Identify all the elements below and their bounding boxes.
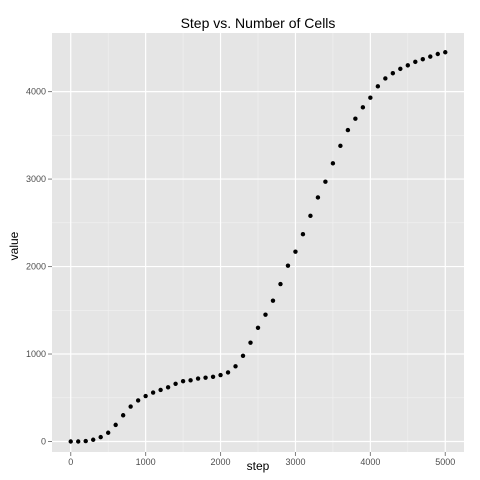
- y-tick-label: 3000: [26, 174, 46, 184]
- data-point: [413, 59, 418, 65]
- grid-lines: [52, 33, 464, 452]
- data-point: [435, 51, 440, 57]
- data-point: [180, 378, 186, 384]
- data-point: [428, 54, 433, 59]
- data-point: [308, 213, 313, 219]
- data-point: [338, 143, 343, 149]
- chart-title: Step vs. Number of Cells: [181, 15, 336, 31]
- y-axis-title: value: [7, 231, 21, 260]
- data-point: [195, 376, 201, 381]
- data-point: [83, 438, 88, 444]
- x-tick-label: 3000: [285, 457, 305, 467]
- data-point: [68, 439, 73, 444]
- data-point: [345, 127, 351, 133]
- data-point: [368, 95, 373, 100]
- data-point: [263, 312, 268, 317]
- data-point: [210, 374, 216, 379]
- data-point: [150, 390, 156, 395]
- y-tick-label: 0: [41, 437, 46, 447]
- data-point: [330, 161, 336, 166]
- data-point: [91, 437, 96, 442]
- y-axis: 0 1000 2000 3000 4000: [26, 87, 52, 447]
- data-point: [188, 378, 193, 383]
- y-tick-label: 2000: [26, 262, 46, 272]
- data-point: [158, 387, 163, 393]
- data-point: [143, 393, 148, 399]
- data-point: [300, 231, 306, 237]
- data-point: [248, 340, 253, 345]
- x-tick-label: 0: [68, 457, 73, 467]
- data-point: [98, 434, 103, 440]
- data-point: [383, 76, 388, 81]
- data-point: [390, 71, 396, 76]
- data-point: [113, 422, 118, 428]
- data-point: [323, 179, 328, 184]
- data-point: [128, 404, 133, 409]
- x-tick-label: 4000: [360, 457, 380, 467]
- data-point: [278, 281, 283, 287]
- data-point: [315, 195, 321, 200]
- data-point: [120, 413, 126, 418]
- data-point: [353, 116, 358, 121]
- data-point: [225, 370, 231, 375]
- data-point: [293, 249, 298, 254]
- data-point: [218, 372, 223, 378]
- x-axis-title: step: [247, 459, 270, 473]
- y-tick-label: 1000: [26, 349, 46, 359]
- data-point: [173, 381, 178, 386]
- data-point: [255, 325, 261, 330]
- x-tick-label: 2000: [211, 457, 231, 467]
- data-point: [405, 63, 411, 68]
- x-tick-label: 5000: [435, 457, 455, 467]
- data-point: [240, 353, 246, 358]
- data-point: [135, 398, 141, 403]
- data-point: [203, 375, 208, 380]
- data-point: [76, 439, 81, 444]
- data-point: [375, 84, 381, 89]
- data-point: [285, 263, 291, 268]
- data-point: [270, 298, 276, 303]
- x-tick-label: 1000: [136, 457, 156, 467]
- data-point: [165, 385, 171, 390]
- data-point: [233, 364, 238, 369]
- data-point: [398, 66, 403, 72]
- data-point: [443, 50, 448, 55]
- x-axis: 0 1000 2000 3000 4000 5000: [68, 452, 455, 467]
- y-tick-label: 4000: [26, 87, 46, 97]
- data-point: [105, 430, 111, 435]
- data-points: [68, 50, 448, 444]
- data-point: [360, 105, 366, 110]
- data-point: [420, 57, 425, 62]
